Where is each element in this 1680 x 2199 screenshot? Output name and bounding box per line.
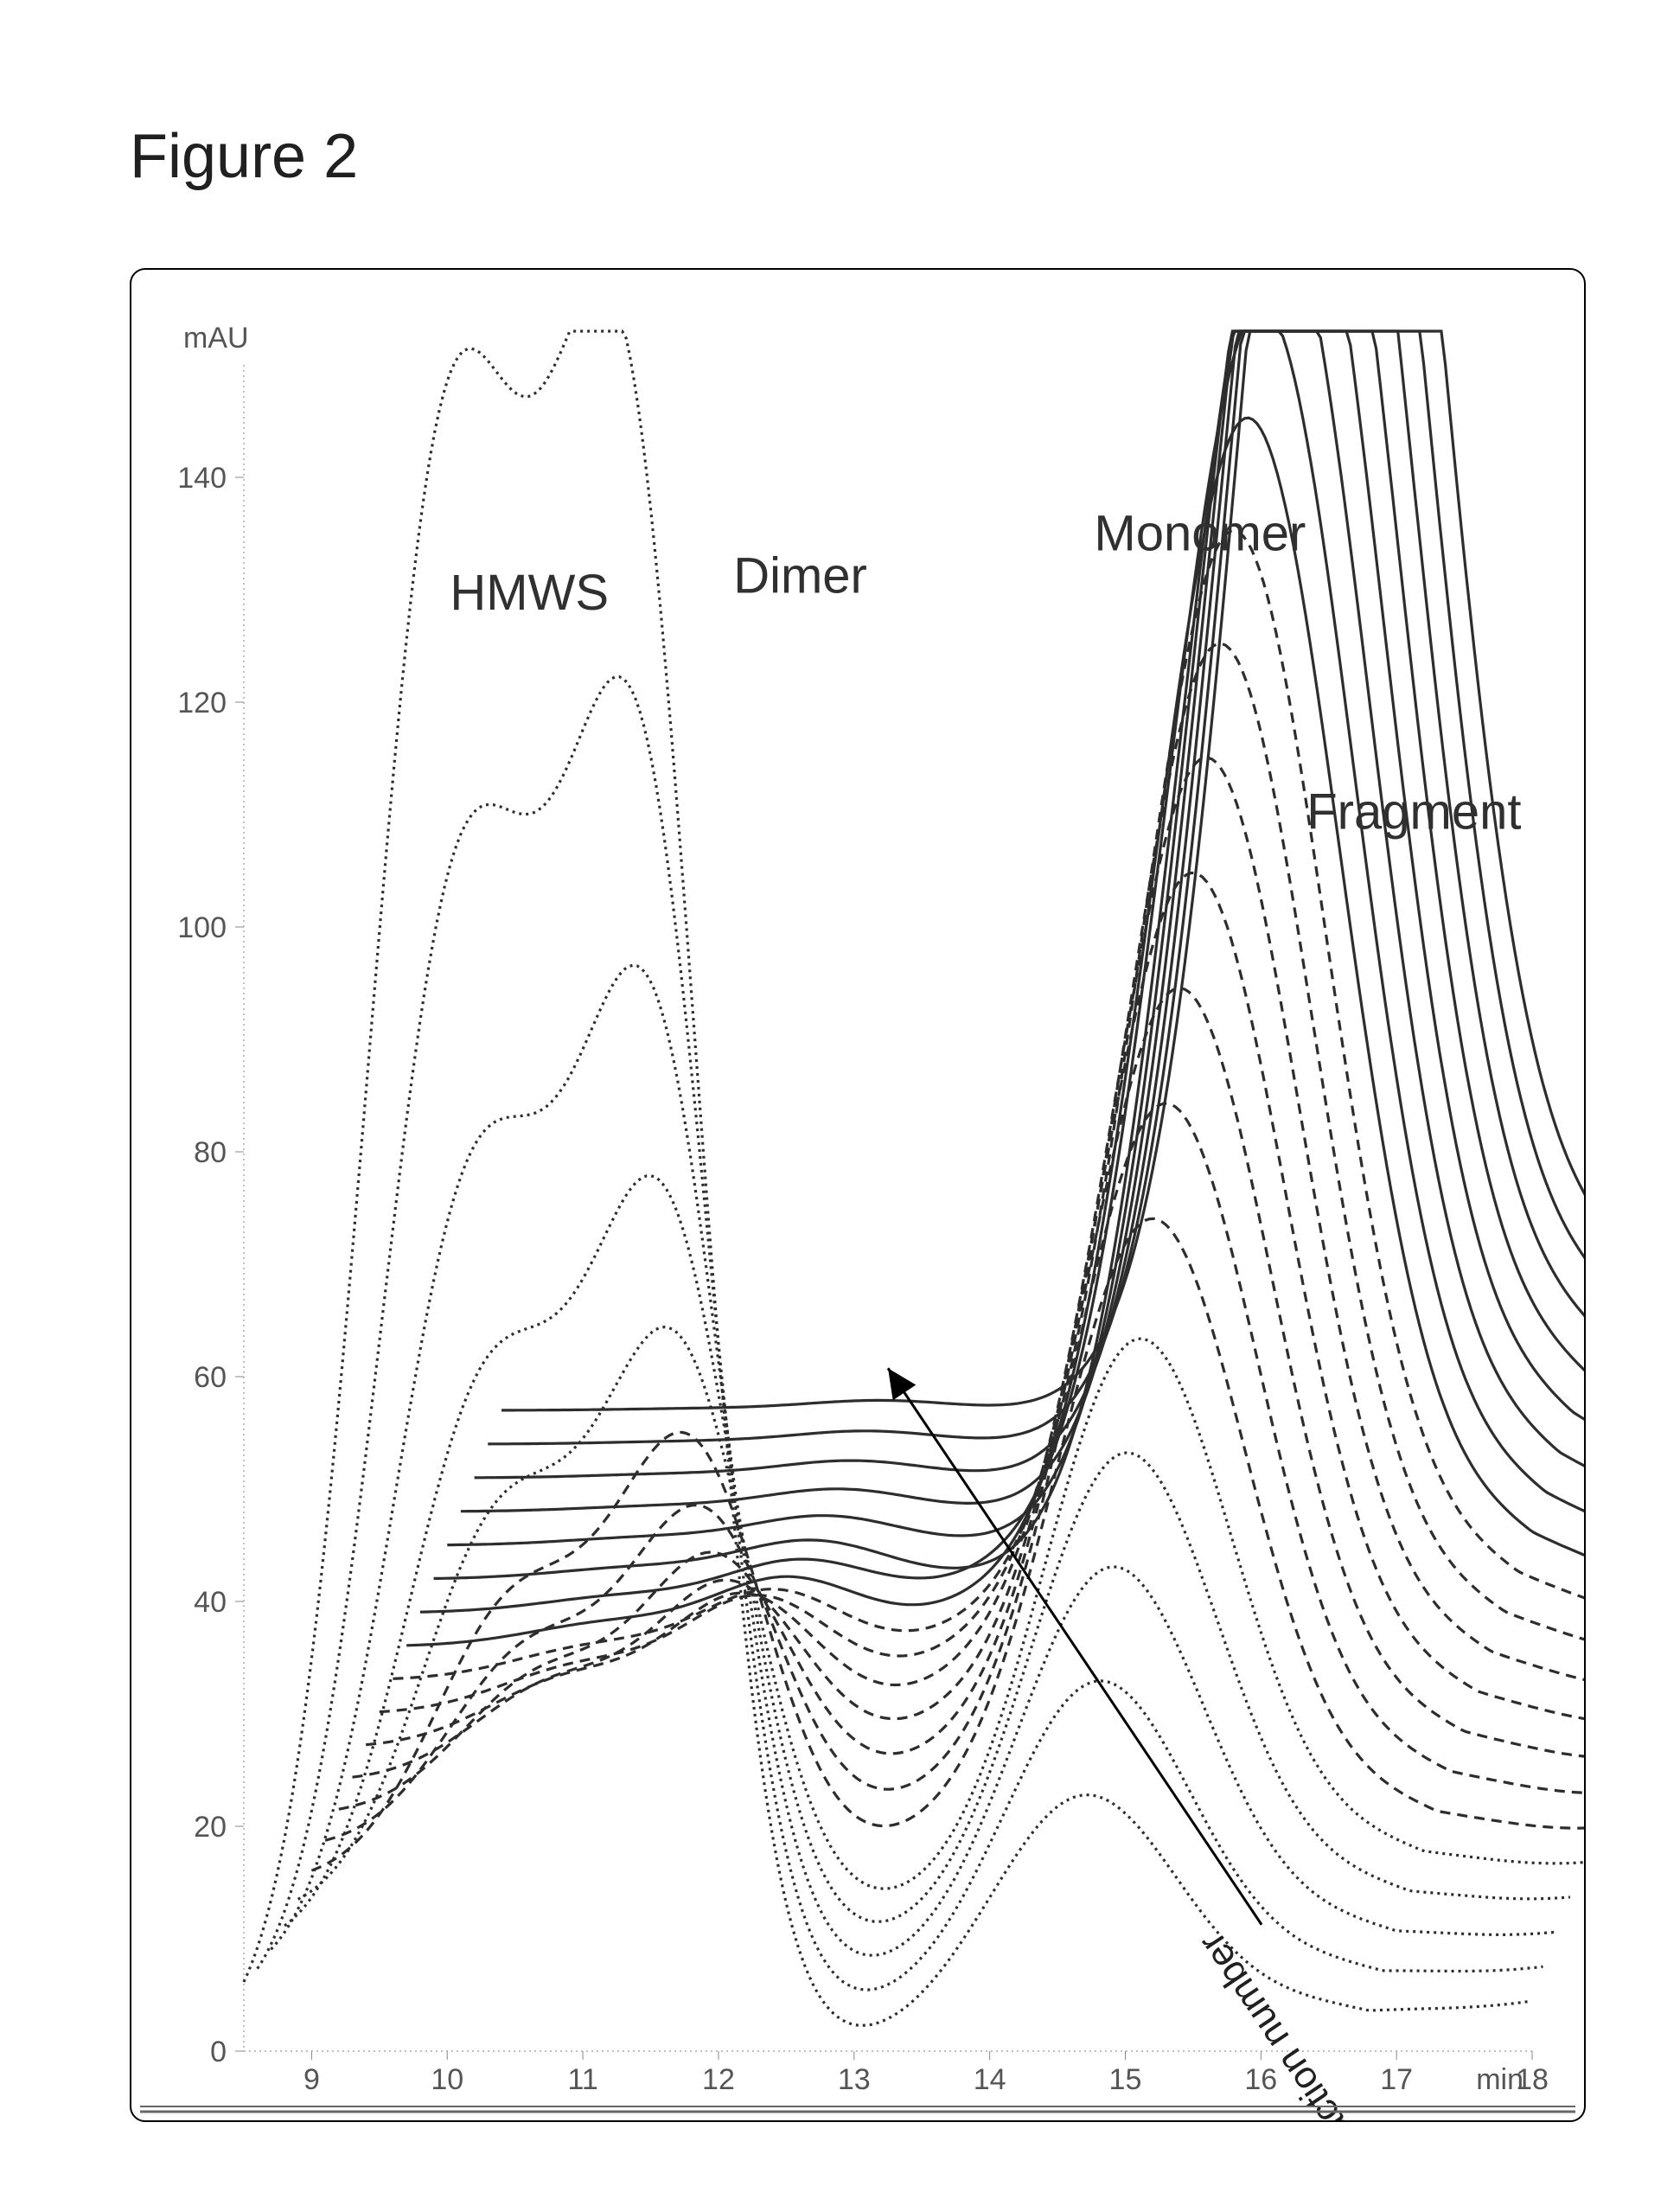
page: Figure 2 anti-VEGF antibody#1 0204060801… <box>0 0 1680 2199</box>
arrow-head-icon <box>888 1368 916 1400</box>
svg-text:60: 60 <box>194 1361 227 1394</box>
arrow-shaft <box>888 1368 1262 1925</box>
svg-text:mAU: mAU <box>183 322 249 355</box>
hmws-label: HMWS <box>450 565 609 621</box>
svg-text:100: 100 <box>177 911 227 944</box>
chromatogram-trace <box>488 331 1584 1444</box>
svg-text:13: 13 <box>838 2063 871 2096</box>
dimer-label: Dimer <box>733 547 867 604</box>
svg-text:10: 10 <box>431 2063 463 2096</box>
figure-title: Figure 2 <box>130 121 358 192</box>
chromatogram-svg: 020406080100120140mAU9101112131415161718… <box>131 270 1584 2120</box>
svg-text:0: 0 <box>210 2036 227 2068</box>
chart-area: 020406080100120140mAU9101112131415161718… <box>130 268 1586 2122</box>
svg-text:14: 14 <box>974 2063 1006 2096</box>
svg-text:9: 9 <box>303 2063 320 2096</box>
chromatogram-trace <box>501 331 1584 1410</box>
chromatogram-trace <box>298 1327 1584 1900</box>
svg-text:11: 11 <box>567 2063 597 2096</box>
chromatogram-trace <box>339 988 1584 1810</box>
svg-text:min: min <box>1476 2063 1523 2096</box>
chromatogram-trace <box>258 677 1543 1990</box>
svg-text:12: 12 <box>702 2063 735 2096</box>
svg-text:80: 80 <box>194 1136 227 1169</box>
svg-text:20: 20 <box>194 1811 227 1844</box>
chromatogram-trace <box>353 873 1585 1778</box>
chromatogram-trace <box>393 531 1585 1679</box>
svg-text:140: 140 <box>177 462 227 495</box>
svg-text:15: 15 <box>1109 2063 1142 2096</box>
chromatogram-trace <box>366 758 1584 1744</box>
svg-text:17: 17 <box>1380 2063 1413 2096</box>
svg-text:40: 40 <box>194 1586 227 1619</box>
chromatogram-trace <box>271 965 1556 1955</box>
fragment-label: Fragment <box>1306 783 1521 840</box>
monomer-label: Monomer <box>1094 506 1306 562</box>
chromatogram-trace <box>447 331 1584 1545</box>
svg-text:120: 120 <box>177 687 227 719</box>
chromatogram-trace <box>434 331 1584 1578</box>
chromatogram-trace <box>284 1176 1570 1926</box>
chromatogram-trace <box>244 331 1530 2025</box>
